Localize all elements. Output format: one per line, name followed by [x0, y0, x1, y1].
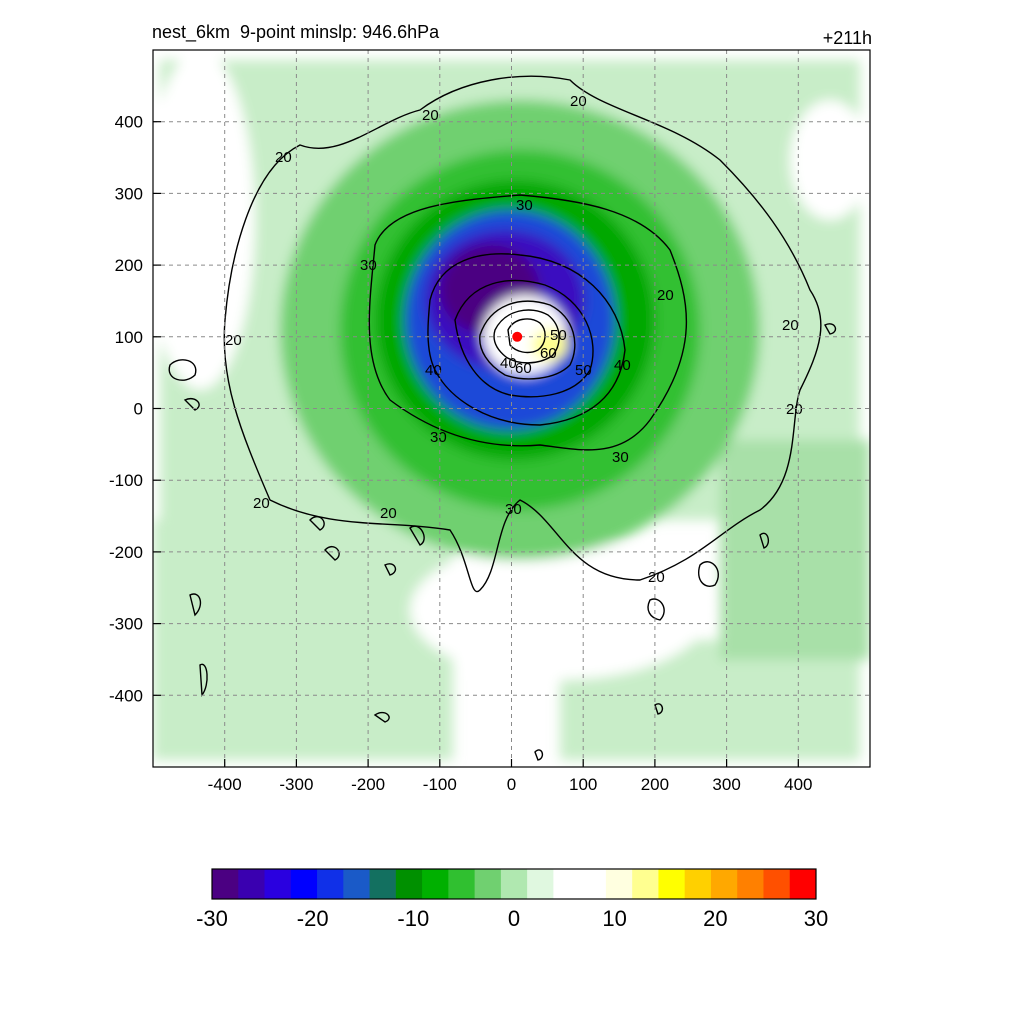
colorbar-tick-label: 0	[508, 906, 520, 931]
colorbar-swatch	[789, 869, 817, 899]
x-axis: -400 -300 -200 -100 0 100 200 300 400	[208, 759, 812, 794]
contour-label: 20	[782, 317, 799, 334]
colorbar-swatch	[395, 869, 423, 899]
contour-lines	[168, 75, 837, 761]
colorbar-swatch	[317, 869, 344, 899]
contour-label: 30	[505, 501, 522, 518]
colorbar-tick-label: 30	[804, 906, 828, 931]
y-tick-label: -200	[109, 543, 143, 562]
colorbar-swatch	[658, 869, 686, 899]
contour-label: 20	[422, 107, 439, 124]
colorbar-swatch	[737, 869, 764, 899]
y-tick-label: 100	[115, 328, 143, 347]
x-tick-label: 400	[784, 775, 812, 794]
x-tick-label: -400	[208, 775, 242, 794]
contour-label: 30	[360, 257, 377, 274]
contour-label: 40	[425, 362, 442, 379]
colorbar-swatch	[422, 869, 449, 899]
y-tick-label: 400	[115, 113, 143, 132]
colorbar-swatch	[710, 869, 738, 899]
colorbar-swatch	[763, 869, 791, 899]
contour-label: 50	[550, 327, 567, 344]
x-tick-label: -200	[351, 775, 385, 794]
forecast-hour: +211h	[822, 28, 872, 48]
colorbar-swatch	[264, 869, 292, 899]
colorbar-swatch	[238, 869, 266, 899]
colorbar-swatch	[290, 869, 318, 899]
colorbar-swatch	[605, 869, 633, 899]
anomaly-field	[153, 50, 870, 767]
x-tick-label: 0	[507, 775, 516, 794]
colorbar-swatch	[212, 869, 239, 899]
contour-label: 60	[515, 360, 532, 377]
colorbar-swatch	[369, 869, 397, 899]
colorbar-frame	[211, 868, 817, 900]
contour-label: 40	[614, 357, 631, 374]
y-axis: 400 300 200 100 0 -100 -200 -300 -400	[109, 113, 161, 705]
y-tick-label: -300	[109, 615, 143, 634]
contour-label: 20	[657, 287, 674, 304]
x-tick-label: -300	[279, 775, 313, 794]
x-tick-label: 100	[569, 775, 597, 794]
contour-label: 20	[380, 505, 397, 522]
contour-label: 20	[786, 401, 803, 418]
contour-label: 30	[516, 197, 533, 214]
colorbar-tick-label: 20	[703, 906, 727, 931]
colorbar-tick-label: 10	[602, 906, 626, 931]
colorbar-swatch	[553, 869, 581, 899]
y-tick-label: 0	[134, 400, 143, 419]
contour-label: 20	[570, 93, 587, 110]
colorbar-swatch	[448, 869, 476, 899]
colorbar-swatch	[343, 869, 371, 899]
chart-title: nest_6km 9-point minslp: 946.6hPa	[152, 22, 440, 42]
contour-label: 40	[500, 355, 517, 372]
colorbar-swatch	[500, 869, 528, 899]
colorbar-swatch	[632, 869, 659, 899]
contour-label: 30	[612, 449, 629, 466]
colorbar-swatch	[527, 869, 554, 899]
contour-label: 20	[648, 569, 665, 586]
colorbar-labels: -30 -20 -10 0 10 20 30	[196, 906, 828, 931]
contour-label: 60	[540, 345, 557, 362]
colorbar-swatch	[579, 869, 607, 899]
storm-center-marker	[512, 331, 523, 342]
colorbar	[211, 868, 817, 900]
x-tick-label: 200	[641, 775, 669, 794]
contour-label: 30	[430, 429, 447, 446]
y-tick-label: 200	[115, 256, 143, 275]
contour-label: 20	[275, 149, 292, 166]
x-tick-label: 300	[712, 775, 740, 794]
colorbar-tick-label: -10	[397, 906, 429, 931]
storm-center	[512, 331, 523, 342]
colorbar-tick-label: -30	[196, 906, 228, 931]
colorbar-swatch	[684, 869, 712, 899]
y-tick-label: -100	[109, 471, 143, 490]
x-tick-label: -100	[423, 775, 457, 794]
colorbar-swatch	[474, 869, 502, 899]
contour-label: 20	[225, 332, 242, 349]
colorbar-tick-label: -20	[297, 906, 329, 931]
y-tick-label: 300	[115, 184, 143, 203]
y-tick-label: -400	[109, 686, 143, 705]
contour-label: 20	[253, 495, 270, 512]
